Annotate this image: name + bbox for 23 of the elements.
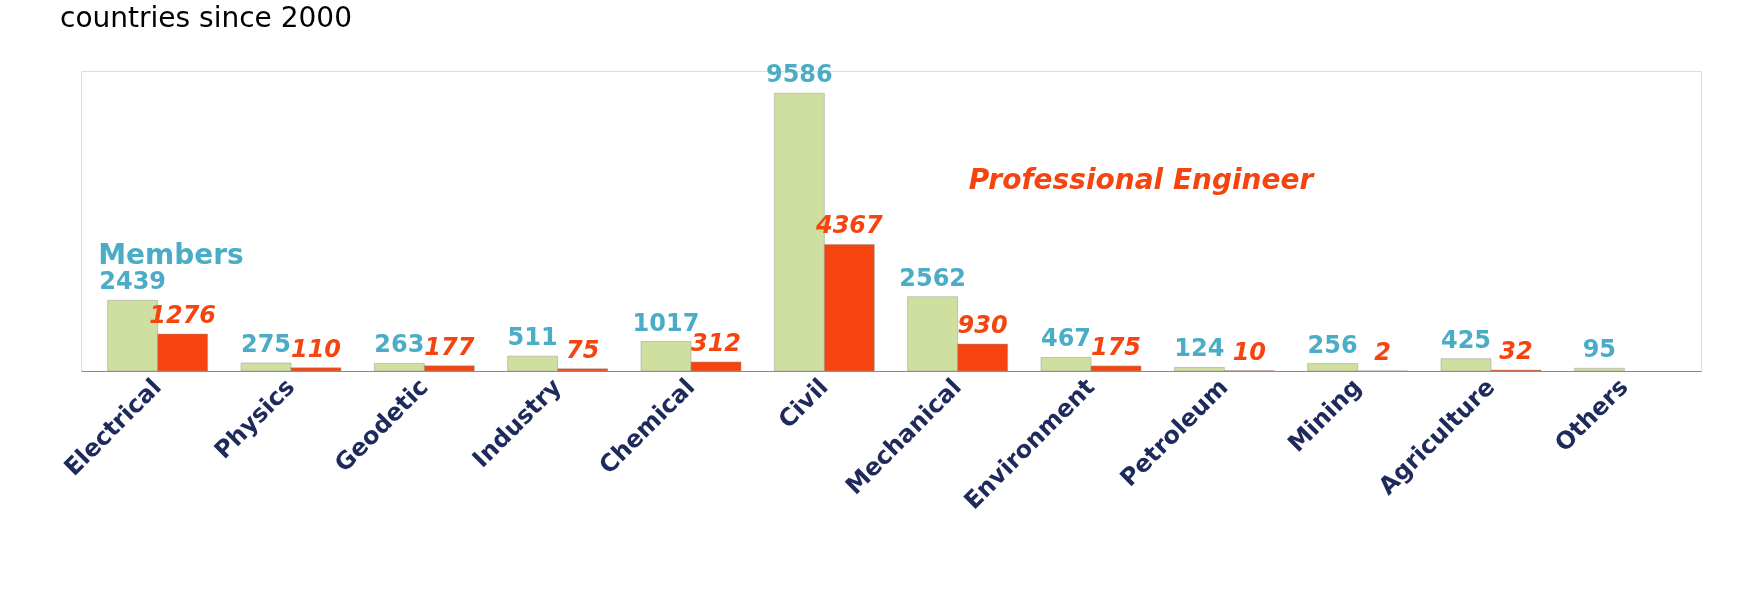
data-label: 9586: [765, 60, 833, 89]
data-label: 275: [240, 330, 292, 359]
data-label: 95: [1582, 335, 1617, 364]
data-label: 425: [1440, 325, 1492, 354]
data-label: 511: [507, 323, 558, 352]
chart-title: countries since 2000: [60, 1, 352, 35]
data-label: 10: [1232, 337, 1267, 366]
data-label: 110: [290, 334, 342, 363]
data-label: 177: [424, 332, 475, 361]
data-label: 467: [1040, 324, 1092, 353]
text: Professional Engineer: [968, 163, 1316, 196]
data-label: 2: [1374, 337, 1392, 366]
data-label: 175: [1090, 332, 1142, 361]
data-label: 4367: [814, 211, 884, 240]
data-label: 256: [1307, 330, 1358, 359]
data-label: 124: [1174, 334, 1225, 363]
data-label: 32: [1499, 337, 1533, 366]
data-label: 2562: [899, 263, 967, 292]
data-label: 263: [374, 330, 425, 359]
data-label: 930: [957, 311, 1008, 340]
data-label: 75: [565, 335, 600, 364]
bar: [1574, 368, 1625, 372]
data-label: 1276: [149, 301, 217, 330]
